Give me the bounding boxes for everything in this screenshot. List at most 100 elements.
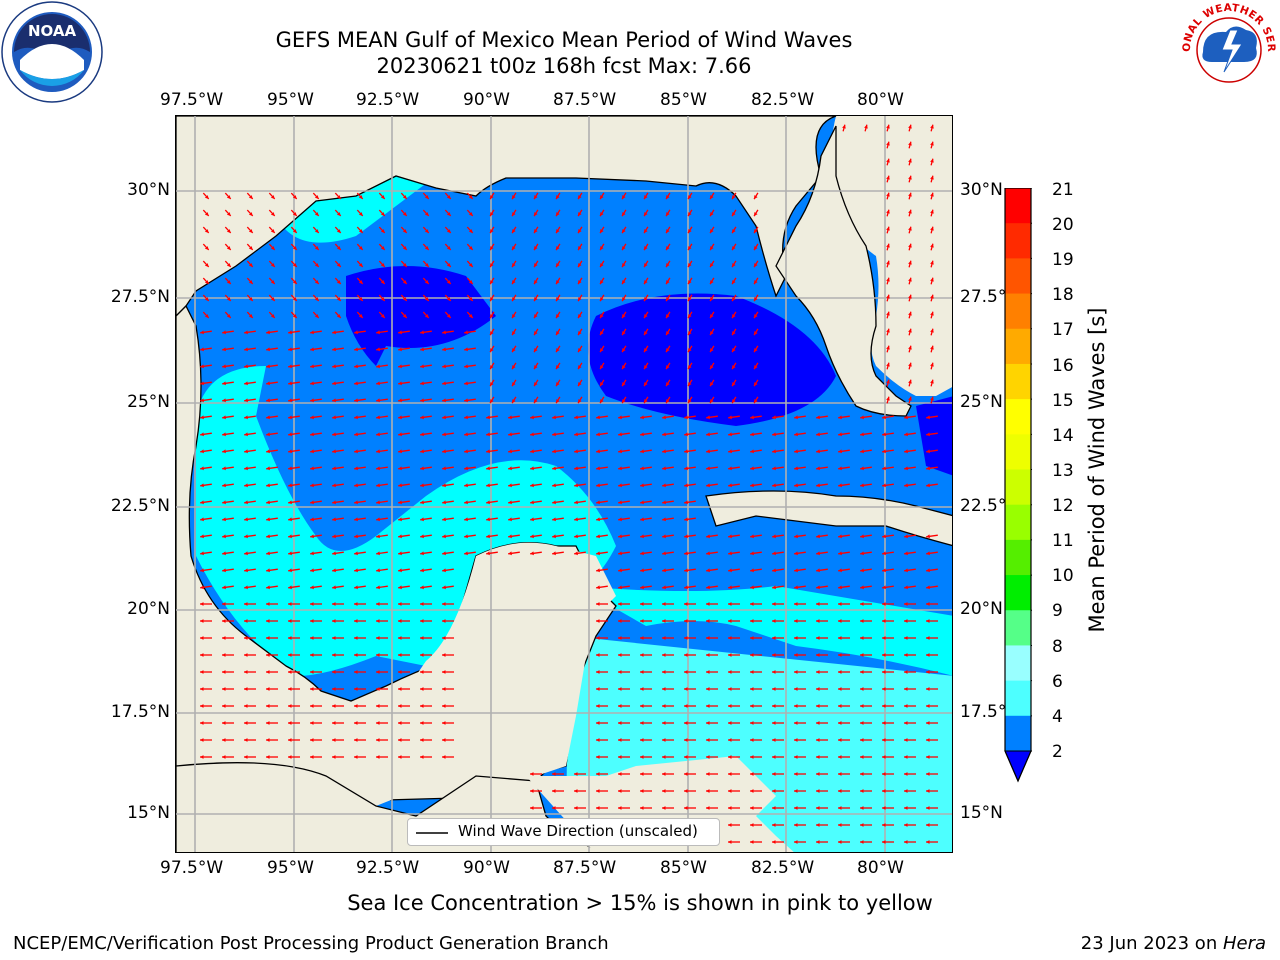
wave-arrow-head: [354, 636, 358, 640]
wave-arrow-head: [750, 823, 754, 827]
wave-arrow-head: [904, 687, 908, 691]
wave-arrow-head: [706, 534, 710, 539]
wave-arrow-head: [226, 297, 231, 301]
wave-arrow-head: [402, 246, 407, 250]
lon-label-bottom: 97.5°W: [160, 858, 224, 878]
wave-arrow-head: [640, 687, 644, 691]
wave-arrow-head: [248, 229, 253, 233]
wave-arrow-head: [512, 331, 516, 336]
wave-arrow-head: [662, 704, 666, 708]
lat-label-right: 17.5°N: [960, 702, 1020, 722]
wave-arrow-head: [468, 195, 473, 199]
wave-arrow-head: [772, 670, 776, 674]
lon-label-top: 97.5°W: [160, 90, 224, 110]
wave-arrow-head: [666, 195, 670, 200]
wave-arrow-head: [772, 619, 776, 623]
wave-arrow-head: [706, 789, 710, 793]
wave-arrow-head: [508, 483, 512, 488]
wave-arrow-head: [556, 212, 560, 217]
wave-arrow-head: [666, 229, 670, 234]
colorbar-tick: 19: [1052, 250, 1074, 270]
wave-arrow-head: [310, 415, 314, 420]
wave-arrow-head: [882, 670, 886, 674]
wave-arrow-head: [904, 466, 908, 471]
colorbar-tick: 20: [1052, 215, 1074, 235]
wave-arrow-head: [508, 449, 512, 454]
wave-arrow-head: [380, 246, 385, 250]
wave-arrow-head: [750, 806, 754, 810]
wave-arrow-head: [684, 466, 688, 471]
wave-arrow-head: [574, 466, 578, 471]
wave-arrow-head: [684, 721, 688, 725]
wave-arrow-head: [618, 738, 622, 742]
wave-arrow-head: [886, 311, 890, 316]
wave-arrow-head: [376, 636, 380, 640]
wave-arrow-head: [710, 399, 714, 404]
wave-arrow-head: [688, 399, 692, 404]
wave-arrow-head: [838, 738, 842, 742]
wave-arrow-head: [794, 534, 798, 539]
wave-arrow-head: [376, 364, 380, 369]
wave-arrow-head: [750, 738, 754, 742]
wave-arrow-head: [838, 653, 842, 657]
wave-arrow-head: [468, 297, 473, 301]
wave-arrow-head: [332, 432, 336, 437]
wave-arrow-head: [772, 772, 776, 776]
wave-arrow-head: [596, 602, 600, 606]
wave-arrow-head: [244, 704, 248, 708]
wave-arrow-head: [288, 721, 292, 725]
lon-label-top: 95°W: [267, 90, 314, 110]
wave-arrow-head: [534, 263, 538, 268]
wave-arrow-head: [464, 398, 468, 403]
wave-arrow-head: [618, 551, 622, 556]
colorbar-band: [1005, 680, 1031, 717]
wave-arrow-head: [600, 314, 604, 319]
wave-arrow-head: [750, 636, 754, 640]
wave-arrow-head: [420, 347, 424, 352]
wave-arrow-head: [618, 755, 622, 759]
wave-arrow-head: [354, 500, 358, 505]
wave-arrow-head: [750, 619, 754, 623]
wave-arrow-head: [728, 415, 732, 420]
wave-arrow-head: [310, 517, 314, 522]
wave-arrow-head: [622, 212, 626, 217]
wave-arrow-head: [860, 721, 864, 725]
wind-wave-arrows: [200, 124, 938, 844]
wave-arrow-head: [640, 772, 644, 776]
wave-arrow-head: [288, 636, 292, 640]
wave-arrow-head: [200, 687, 204, 691]
wave-arrow-head: [882, 551, 886, 556]
wave-arrow-head: [314, 246, 319, 250]
footer-right: 23 Jun 2023 on Hera: [1081, 933, 1266, 954]
wave-arrow-head: [578, 263, 582, 268]
sea-period-below-2: [588, 293, 836, 426]
wave-arrow-head: [336, 280, 341, 284]
wave-arrow-head: [552, 466, 556, 471]
wave-arrow-head: [662, 415, 666, 420]
wave-arrow-head: [688, 229, 692, 234]
wave-arrow-head: [508, 500, 512, 505]
wave-arrow-head: [882, 755, 886, 759]
wave-arrow-head: [754, 365, 758, 370]
wave-arrow-head: [622, 399, 626, 404]
wave-arrow-head: [354, 415, 358, 420]
wave-arrow-head: [402, 195, 407, 199]
wave-arrow-head: [332, 330, 336, 335]
wave-arrow-head: [464, 381, 468, 386]
wave-arrow-head: [596, 534, 600, 539]
wave-arrow-head: [754, 382, 758, 387]
wave-arrow-head: [794, 823, 798, 827]
wave-arrow-head: [728, 551, 732, 556]
wave-arrow-head: [794, 432, 798, 437]
wave-arrow-head: [754, 263, 758, 268]
wave-arrow-head: [398, 534, 402, 539]
wave-arrow-head: [926, 772, 930, 776]
wave-arrow-head: [508, 432, 512, 437]
wave-arrow-head: [618, 517, 622, 522]
wave-arrow-head: [530, 517, 534, 522]
wave-arrow-head: [288, 619, 292, 623]
wave-arrow-head: [464, 534, 468, 539]
wave-arrow-head: [644, 195, 648, 200]
wave-arrow-head: [442, 653, 446, 657]
wave-arrow-head: [358, 314, 363, 318]
